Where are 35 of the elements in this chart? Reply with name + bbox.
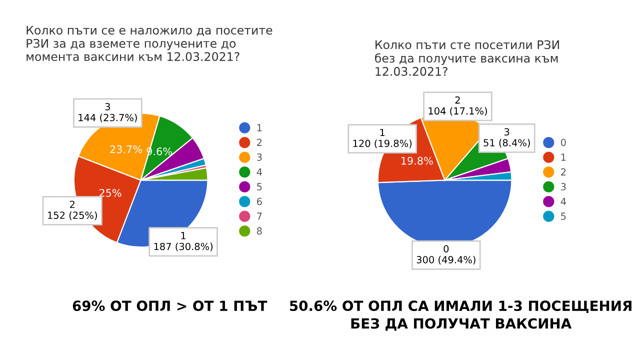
legend-label: 0 [560, 138, 566, 146]
legend-label: 2 [561, 168, 566, 176]
slice-label: 3 [105, 102, 110, 110]
slice-label: 3 [504, 128, 510, 136]
legend-label: 2 [257, 138, 262, 146]
slice-label: 2 [455, 96, 460, 104]
legend-label: 3 [257, 154, 262, 161]
data-label: 144 (23.7%) [78, 114, 137, 122]
legend-label: 5 [257, 183, 262, 190]
legend-label: 3 [561, 183, 566, 190]
legend-label: 1 [257, 124, 262, 132]
data-label: 120 (19.8%) [353, 140, 412, 148]
legend-label: 8 [256, 227, 262, 235]
slice-label: 1 [380, 128, 385, 136]
slice-label: 2 [70, 200, 74, 208]
data-label: 104 (17.1%) [428, 107, 487, 116]
data-label: 187 (30.8%) [154, 242, 213, 252]
slice-label: 1 [181, 232, 186, 240]
legend-label: 5 [561, 212, 566, 220]
chart-title: Колко пъти се е наложило да посетите РЗИ за да вземете получените до момента ваксини към 12.03.2021? [26, 26, 272, 62]
data-label: 51 (8.4%) [484, 138, 530, 148]
legend-label: 4 [256, 168, 262, 176]
text: 23.7% [110, 145, 142, 154]
legend-label: 1 [561, 154, 566, 161]
legend-label: 4 [560, 198, 566, 205]
legend-label: 6 [256, 198, 262, 206]
chart-title: Колко пъти сте посетили РЗИ без да получите ваксина към 12.03.2021? [375, 40, 559, 76]
legend-label: 7 [257, 212, 262, 220]
slice-label: 0 [444, 245, 449, 252]
text: 19.8% [402, 156, 433, 165]
data-label: 300 (49.4%) [416, 256, 476, 265]
text: 50.6% ОТ ОПЛ СА ИМАЛИ 1-3 ПОСЕЩЕНИЯ БЕЗ ДА ПОЛУЧАТ ВАКСИНА [290, 300, 632, 331]
data-label: 152 (25%) [48, 211, 97, 220]
text: 69% ОТ ОПЛ > ОТ 1 ПЪТ [72, 300, 268, 312]
text: 25% [99, 188, 122, 197]
